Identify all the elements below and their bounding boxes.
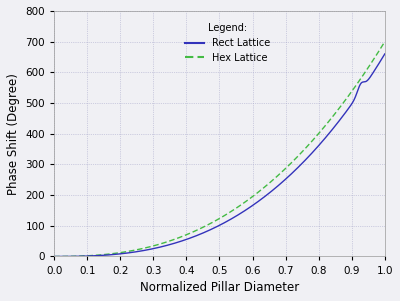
Y-axis label: Phase Shift (Degree): Phase Shift (Degree) <box>7 73 20 195</box>
X-axis label: Normalized Pillar Diameter: Normalized Pillar Diameter <box>140 281 299 294</box>
Legend: Rect Lattice, Hex Lattice: Rect Lattice, Hex Lattice <box>185 23 270 63</box>
